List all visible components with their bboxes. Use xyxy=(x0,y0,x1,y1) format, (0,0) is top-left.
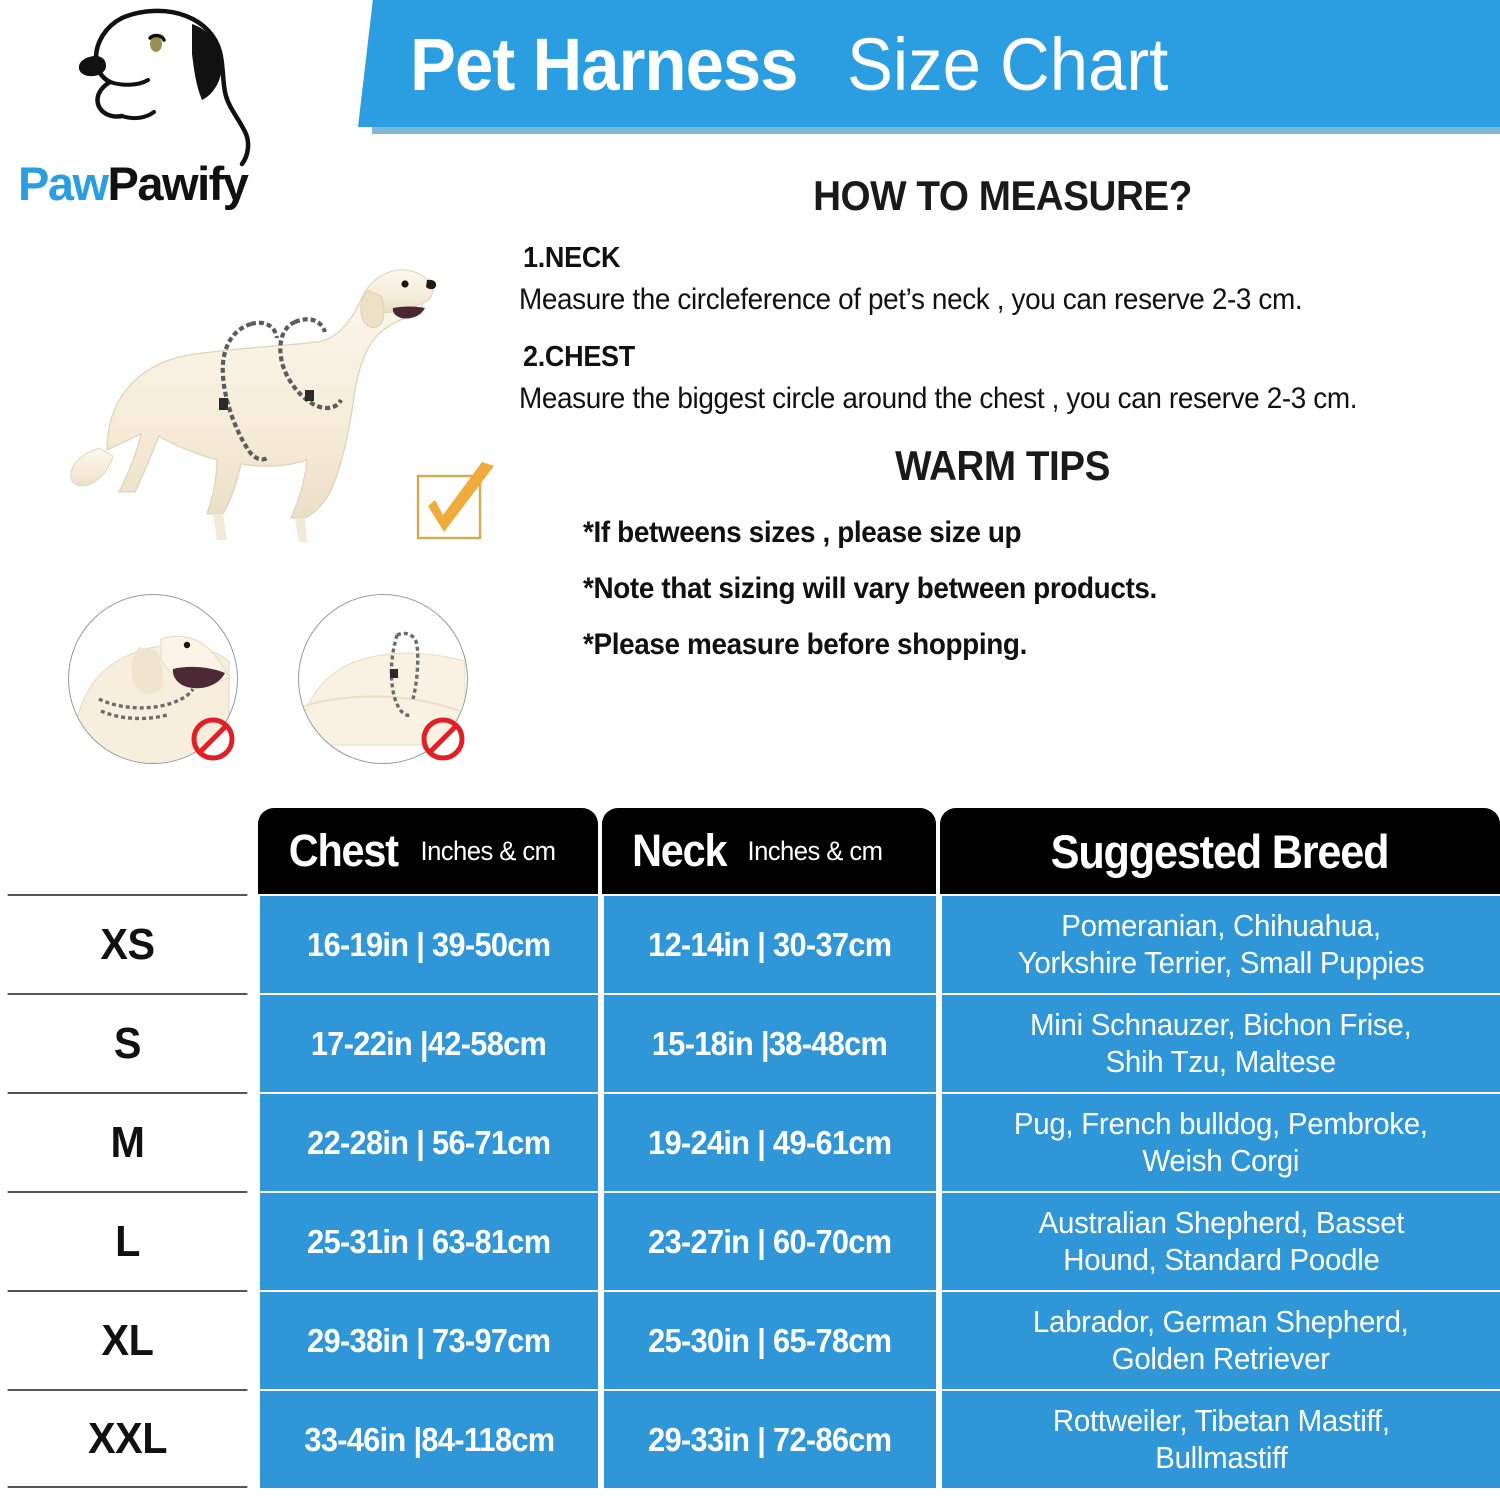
dog-chest-measure-incorrect-photo xyxy=(290,590,480,768)
header-banner-shape xyxy=(358,0,1500,127)
cell-breed-m-text: Pug, French bulldog, Pembroke, Weish Corg… xyxy=(1014,1105,1428,1178)
cell-neck-s-text: 15-18in |38-48cm xyxy=(652,1024,888,1062)
dog-head-icon xyxy=(78,8,251,167)
cell-breed-xxl-text: Rottweiler, Tibetan Mastiff, Bullmastiff xyxy=(1052,1402,1390,1475)
page-title-light: Size Chart xyxy=(846,22,1169,106)
cell-chest-m: 22-28in | 56-71cm xyxy=(258,1092,598,1191)
cell-breed-xxl: Rottweiler, Tibetan Mastiff, Bullmastiff xyxy=(940,1389,1500,1488)
page-title-bold: Pet Harness xyxy=(410,22,799,106)
cell-chest-xs-text: 16-19in | 39-50cm xyxy=(307,925,551,963)
cell-neck-xxl: 29-33in | 72-86cm xyxy=(602,1389,936,1488)
table-row: XS 16-19in | 39-50cm 12-14in | 30-37cm Pome… xyxy=(0,894,1500,993)
measure-step-1-body: Measure the circleference of pet’s neck … xyxy=(519,283,1303,316)
cell-neck-xl: 25-30in | 65-78cm xyxy=(602,1290,936,1389)
cell-neck-xs: 12-14in | 30-37cm xyxy=(602,894,936,993)
cell-chest-l-text: 25-31in | 63-81cm xyxy=(307,1222,551,1260)
header-banner: Pet Harness Size Chart xyxy=(0,0,1500,140)
measure-step-2-body: Measure the biggest circle around the ch… xyxy=(519,382,1358,415)
header-banner-shadow xyxy=(372,127,1500,134)
warm-tip-3: *Please measure before shopping. xyxy=(583,628,1027,661)
cell-breed-s: Mini Schnauzer, Bichon Frise, Shih Tzu, M… xyxy=(940,993,1500,1092)
prohibition-icon xyxy=(421,717,465,761)
cell-size-m: M xyxy=(7,1092,248,1191)
cell-neck-l-text: 23-27in | 60-70cm xyxy=(648,1222,892,1260)
cell-breed-xs-text: Pomeranian, Chihuahua, Yorkshire Terrier,… xyxy=(1017,907,1425,980)
cell-breed-m: Pug, French bulldog, Pembroke, Weish Corg… xyxy=(940,1092,1500,1191)
thumbnail-circle-frame xyxy=(298,594,468,764)
cell-chest-xl: 29-38in | 73-97cm xyxy=(258,1290,598,1389)
table-body: XS 16-19in | 39-50cm 12-14in | 30-37cm Pome… xyxy=(0,894,1500,1488)
column-header-neck: Neck Inches & cm xyxy=(602,808,936,894)
thumbnail-circle-frame xyxy=(68,594,238,764)
cell-breed-s-text: Mini Schnauzer, Bichon Frise, Shih Tzu, M… xyxy=(1030,1006,1412,1079)
cell-size-s: S xyxy=(7,993,248,1092)
dog-body-photo xyxy=(300,631,466,746)
table-row: M 22-28in | 56-71cm 19-24in | 49-61cm Pug, … xyxy=(0,1092,1500,1191)
cell-chest-xs: 16-19in | 39-50cm xyxy=(258,894,598,993)
cell-chest-xl-text: 29-38in | 73-97cm xyxy=(307,1321,551,1359)
measure-step-1-title: 1.NECK xyxy=(523,242,621,274)
cell-chest-s-text: 17-22in |42-58cm xyxy=(311,1024,547,1062)
cell-breed-xs: Pomeranian, Chihuahua, Yorkshire Terrier,… xyxy=(940,894,1500,993)
cell-breed-l-text: Australian Shepherd, Basset Hound, Standa… xyxy=(1038,1204,1404,1277)
dog-head-photo xyxy=(74,635,230,763)
cell-size-xs: XS xyxy=(7,894,248,993)
measure-step-2-title: 2.CHEST xyxy=(523,341,635,373)
table-row: XXL 33-46in |84-118cm 29-33in | 72-86cm Rot… xyxy=(0,1389,1500,1488)
cell-neck-xs-text: 12-14in | 30-37cm xyxy=(648,925,892,963)
cell-size-xl: XL xyxy=(7,1290,248,1389)
brand-name-part2: Pawify xyxy=(107,157,249,210)
cell-chest-l: 25-31in | 63-81cm xyxy=(258,1191,598,1290)
cell-breed-xl-text: Labrador, German Shepherd, Golden Retriev… xyxy=(1033,1303,1409,1376)
dog-neck-measure-incorrect-photo xyxy=(60,590,250,768)
cell-neck-s: 15-18in |38-48cm xyxy=(602,993,936,1092)
info-column: HOW TO MEASURE? 1.NECK Measure the circl… xyxy=(515,160,1490,684)
cell-neck-xxl-text: 29-33in | 72-86cm xyxy=(648,1420,892,1458)
cell-neck-xl-text: 25-30in | 65-78cm xyxy=(648,1321,892,1359)
cell-chest-s: 17-22in |42-58cm xyxy=(258,993,598,1092)
column-header-neck-title: Neck xyxy=(632,825,727,876)
cell-size-xxl: XXL xyxy=(7,1389,248,1488)
column-header-chest-title: Chest xyxy=(288,825,399,876)
cell-chest-m-text: 22-28in | 56-71cm xyxy=(307,1123,551,1161)
warm-tip-1: *If betweens sizes , please size up xyxy=(583,516,1022,549)
orange-checkmark-icon xyxy=(416,462,494,540)
column-header-neck-units: Inches & cm xyxy=(747,835,883,866)
dog-side-profile-with-measuring-tape-photo xyxy=(70,269,437,542)
table-row: S 17-22in |42-58cm 15-18in |38-48cm Mini Sc… xyxy=(0,993,1500,1092)
warm-tips-heading: WARM TIPS xyxy=(895,442,1110,489)
warm-tip-2: *Note that sizing will vary between prod… xyxy=(583,572,1157,605)
table-row: XL 29-38in | 73-97cm 25-30in | 65-78cm Labr… xyxy=(0,1290,1500,1389)
page-title: Pet Harness Size Chart xyxy=(410,14,1460,114)
cell-breed-l: Australian Shepherd, Basset Hound, Standa… xyxy=(940,1191,1500,1290)
column-header-breed: Suggested Breed xyxy=(940,808,1500,894)
column-header-chest: Chest Inches & cm xyxy=(258,808,598,894)
brand-name-part1: Paw xyxy=(18,157,109,210)
table-row: L 25-31in | 63-81cm 23-27in | 60-70cm Austr… xyxy=(0,1191,1500,1290)
cell-chest-xxl-text: 33-46in |84-118cm xyxy=(303,1420,555,1458)
cell-neck-l: 23-27in | 60-70cm xyxy=(602,1191,936,1290)
column-header-breed-title: Suggested Breed xyxy=(1051,824,1390,878)
cell-neck-m-text: 19-24in | 49-61cm xyxy=(648,1123,892,1161)
prohibition-icon xyxy=(191,717,235,761)
cell-breed-xl: Labrador, German Shepherd, Golden Retriev… xyxy=(940,1290,1500,1389)
how-to-measure-heading: HOW TO MEASURE? xyxy=(813,172,1192,219)
table-header-row: Chest Inches & cm Neck Inches & cm Sugge… xyxy=(0,802,1500,894)
cell-size-l: L xyxy=(7,1191,248,1290)
column-header-chest-units: Inches & cm xyxy=(420,835,555,866)
size-chart-table: Chest Inches & cm Neck Inches & cm Sugge… xyxy=(0,802,1500,1500)
brand-wordmark: PawPawify xyxy=(18,156,249,211)
brand-logo: PawPawify xyxy=(10,8,340,223)
cell-chest-xxl: 33-46in |84-118cm xyxy=(258,1389,598,1488)
cell-neck-m: 19-24in | 49-61cm xyxy=(602,1092,936,1191)
